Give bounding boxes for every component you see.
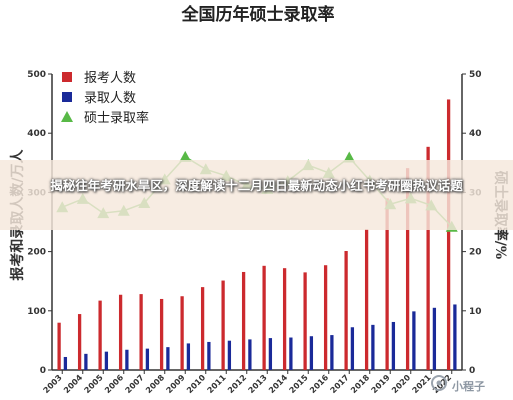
bar-applicants [344, 251, 348, 370]
x-tick-label: 2013 [247, 373, 269, 395]
bar-applicants [405, 168, 410, 370]
x-tick-label: 2011 [206, 373, 228, 395]
bar-admitted [268, 338, 273, 370]
y2-tick-label: 20 [469, 248, 482, 258]
x-tick-label: 2015 [288, 373, 310, 395]
y-tick-label: 400 [27, 129, 46, 139]
bar-applicants [200, 287, 205, 370]
y2-tick-label: 0 [469, 366, 475, 376]
bar-admitted [63, 356, 68, 370]
bar-applicants [77, 314, 82, 370]
y2-tick-label: 50 [469, 70, 482, 80]
bar-admitted [166, 347, 170, 370]
x-tick-label: 2012 [226, 373, 248, 395]
bar-admitted [248, 339, 252, 370]
x-tick-label: 2018 [349, 373, 371, 395]
y2-tick-label: 10 [469, 307, 482, 317]
x-tick-label: 2009 [165, 373, 187, 395]
x-tick-label: 2005 [83, 373, 105, 395]
bar-applicants [221, 280, 225, 370]
bar-applicants [241, 271, 246, 370]
legend-label-applicants: 报考人数 [84, 71, 136, 86]
bar-applicants [303, 272, 307, 370]
bar-applicants [282, 268, 287, 370]
bar-applicants [180, 296, 184, 370]
axes: 0100200300400500010203040502003200420052… [27, 70, 481, 395]
bar-admitted [371, 324, 375, 370]
y-tick-label: 200 [27, 248, 46, 258]
bar-admitted [289, 337, 293, 370]
x-tick-label: 2008 [144, 373, 166, 395]
watermark-icon [431, 375, 447, 391]
banner-title: 揭秘往年考研水旱区，深度解读十二月四日最新动态小红书考研圈热议话题 [50, 179, 463, 193]
bar-admitted [412, 311, 416, 370]
bar-admitted [145, 348, 150, 370]
bar-admitted [432, 307, 437, 370]
legend-label-rate: 硕士录取率 [84, 110, 149, 126]
bar-applicants [426, 146, 430, 370]
x-tick-label: 2014 [267, 373, 289, 395]
rate-point [179, 150, 192, 162]
x-tick-label: 2019 [370, 373, 392, 395]
bar-admitted [104, 351, 109, 370]
legend-label-admitted: 录取人数 [84, 91, 136, 106]
legend-swatch-applicants [62, 72, 72, 82]
bar-admitted [186, 343, 191, 370]
watermark-text: 小程子 [452, 380, 485, 393]
x-tick-label: 2010 [185, 373, 207, 395]
y-tick-label: 100 [27, 307, 46, 317]
bar-admitted [453, 304, 457, 370]
bar-applicants [118, 294, 123, 370]
x-tick-label: 2020 [390, 373, 412, 395]
bar-admitted [227, 340, 232, 370]
bar-applicants [446, 99, 451, 371]
x-tick-label: 2017 [329, 373, 351, 395]
bar-admitted [391, 321, 396, 370]
bar-applicants [323, 265, 328, 370]
bar-applicants [385, 198, 389, 370]
bars [57, 99, 457, 371]
legend-swatch-admitted [62, 92, 72, 102]
x-tick-label: 2003 [42, 373, 64, 395]
bar-admitted [125, 349, 129, 370]
bar-applicants [139, 294, 143, 370]
y2-tick-label: 40 [469, 129, 482, 139]
chart-title: 全国历年硕士录取率 [181, 4, 335, 25]
x-tick-label: 2016 [308, 373, 330, 395]
x-tick-label: 2006 [103, 373, 125, 395]
x-tick-label: 2007 [124, 373, 146, 395]
bar-admitted [330, 335, 334, 370]
bar-admitted [350, 327, 355, 370]
overlay-banner [0, 160, 513, 230]
rate-point [343, 151, 356, 163]
bar-admitted [84, 353, 88, 370]
bar-admitted [207, 341, 211, 370]
bar-applicants [159, 298, 164, 370]
bar-applicants [262, 265, 266, 370]
bar-applicants [57, 322, 61, 370]
bar-admitted [309, 336, 314, 370]
y-tick-label: 0 [40, 366, 46, 376]
y-tick-label: 500 [27, 70, 46, 80]
bar-applicants [364, 229, 369, 370]
bar-applicants [98, 300, 102, 370]
x-tick-label: 2004 [62, 373, 84, 395]
legend-marker-rate [61, 111, 73, 122]
legend: 报考人数 录取人数 硕士录取率 [61, 71, 149, 126]
